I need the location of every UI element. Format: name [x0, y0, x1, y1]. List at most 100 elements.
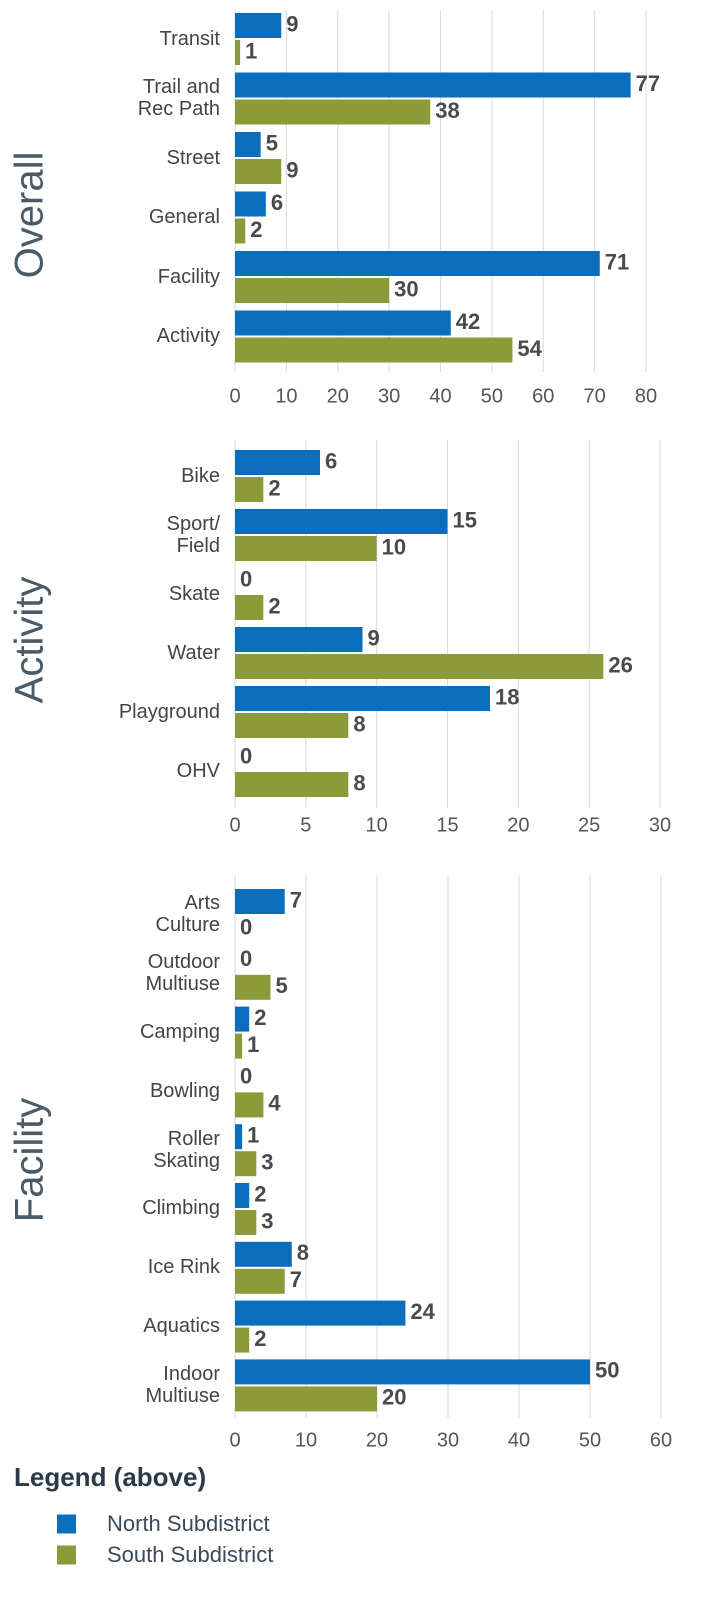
x-tick-label: 80 — [635, 385, 657, 407]
bar — [235, 1268, 285, 1294]
chart-title: Facility — [8, 1098, 52, 1222]
value-label: 8 — [353, 770, 365, 795]
legend-label: North Subdistrict — [107, 1511, 270, 1536]
chart-title: Overall — [8, 152, 52, 279]
x-tick-label: 20 — [507, 814, 529, 836]
value-label: 9 — [286, 11, 298, 36]
x-tick-label: 20 — [327, 385, 349, 407]
x-tick-label: 30 — [437, 1429, 459, 1451]
category-label: Camping — [139, 1021, 220, 1043]
value-label: 42 — [456, 309, 480, 334]
bar — [235, 159, 282, 184]
value-label: 2 — [254, 1326, 266, 1351]
x-tick-label: 10 — [366, 814, 388, 836]
value-label: 1 — [245, 38, 257, 63]
value-label: 3 — [261, 1150, 273, 1175]
bar — [235, 310, 451, 336]
x-tick-label: 15 — [436, 814, 458, 836]
x-tick-label: 20 — [366, 1429, 388, 1451]
category-label: General — [148, 206, 220, 229]
value-label: 26 — [608, 652, 632, 677]
bar — [235, 1327, 250, 1353]
bar — [235, 13, 282, 38]
bar — [235, 278, 390, 303]
value-label: 7 — [290, 1267, 302, 1292]
value-label: 38 — [435, 98, 459, 123]
chart-title: Activity — [8, 577, 52, 704]
bar — [235, 627, 363, 652]
x-tick-label: 40 — [429, 385, 451, 407]
bar — [235, 99, 431, 125]
bar — [235, 772, 349, 797]
bar — [235, 889, 285, 914]
value-label: 8 — [297, 1240, 309, 1265]
category-label: Climbing — [142, 1197, 220, 1220]
bar — [235, 1300, 406, 1326]
value-label: 24 — [410, 1299, 435, 1324]
value-label: 2 — [268, 475, 280, 500]
value-label: 50 — [595, 1358, 619, 1383]
bar — [235, 251, 600, 276]
category-label: Roller Skating — [153, 1127, 220, 1172]
value-label: 10 — [382, 534, 406, 559]
legend-label: South Subdistrict — [107, 1542, 274, 1567]
value-label: 2 — [254, 1181, 266, 1206]
bar — [235, 1033, 243, 1059]
x-tick-label: 50 — [579, 1429, 601, 1451]
bar — [235, 337, 513, 363]
category-label: Bowling — [149, 1079, 220, 1102]
value-label: 4 — [268, 1091, 281, 1116]
value-label: 0 — [240, 914, 252, 939]
x-tick-label: 50 — [481, 385, 503, 407]
bar — [235, 654, 604, 679]
x-tick-label: 30 — [378, 385, 400, 407]
category-label: Playground — [118, 700, 220, 723]
x-tick-label: 60 — [532, 385, 554, 407]
bar — [235, 477, 264, 502]
category-label: Water — [167, 641, 220, 664]
bar — [235, 536, 377, 561]
bar — [235, 974, 271, 1000]
legend-title: Legend (above) — [14, 1462, 207, 1492]
bar — [235, 132, 261, 157]
value-label: 20 — [382, 1385, 406, 1410]
value-label: 1 — [247, 1123, 259, 1148]
category-label: Street — [166, 146, 220, 169]
bar — [235, 1210, 257, 1235]
category-label: Activity — [156, 325, 220, 348]
x-tick-label: 30 — [649, 814, 671, 836]
value-label: 77 — [636, 71, 660, 96]
value-label: 2 — [250, 217, 262, 242]
value-label: 6 — [325, 448, 337, 473]
bar — [235, 686, 490, 711]
category-label: Indoor Multiuse — [145, 1362, 220, 1407]
x-tick-label: 25 — [578, 814, 600, 836]
x-tick-label: 40 — [508, 1429, 530, 1451]
bar — [235, 40, 241, 65]
x-tick-label: 70 — [584, 385, 606, 407]
value-label: 1 — [247, 1032, 259, 1057]
bar — [235, 595, 264, 620]
value-label: 7 — [290, 887, 302, 912]
legend-swatch — [57, 1545, 76, 1565]
category-label: OHV — [176, 759, 220, 782]
bar — [235, 1183, 250, 1208]
value-label: 0 — [240, 946, 252, 971]
x-tick-label: 10 — [275, 385, 297, 407]
x-tick-label: 60 — [650, 1429, 672, 1451]
value-label: 9 — [368, 625, 380, 650]
value-label: 9 — [286, 157, 298, 182]
bar — [235, 713, 349, 738]
bar — [235, 509, 448, 534]
category-label: Outdoor Multiuse — [145, 951, 220, 996]
value-label: 8 — [353, 711, 365, 736]
category-label: Arts Culture — [155, 892, 220, 937]
value-label: 0 — [240, 566, 252, 591]
bar — [235, 1092, 264, 1118]
category-label: Bike — [181, 464, 220, 487]
bar — [235, 1151, 257, 1177]
value-label: 6 — [271, 190, 283, 215]
x-tick-label: 0 — [229, 385, 240, 407]
